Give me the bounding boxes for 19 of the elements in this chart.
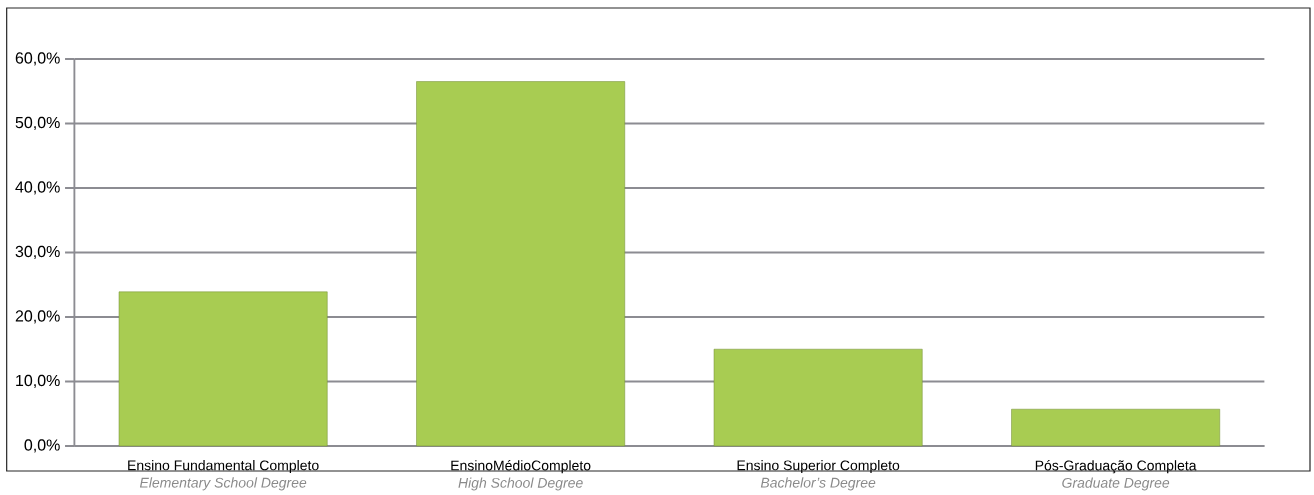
bar xyxy=(416,81,626,447)
y-tick-label: 10,0% xyxy=(16,374,60,389)
y-tick-label: 40,0% xyxy=(15,181,60,195)
x-tick-label: EnsinoMédioCompleto xyxy=(451,460,591,474)
x-tick-label: Ensino Superior Completo xyxy=(737,460,900,474)
text: Graduate Degree xyxy=(1062,477,1170,491)
y-tick-label: 60,0% xyxy=(15,52,60,66)
y-tick-label: 20,0% xyxy=(15,310,60,324)
text: High School Degree xyxy=(458,477,583,491)
bar xyxy=(1011,408,1221,447)
bar xyxy=(118,291,328,447)
y-tick-label: 30,0% xyxy=(15,245,60,260)
y-tick-label: 0,0% xyxy=(24,439,60,453)
text: Elementary School Degree xyxy=(139,477,307,491)
x-tick-label: Pós-Graduação Completa xyxy=(1035,460,1197,474)
x-tick-label: Ensino Fundamental Completo xyxy=(128,460,319,474)
text: Bachelor’s Degree xyxy=(760,477,876,491)
y-tick-label: 50,0% xyxy=(15,116,60,131)
bar xyxy=(713,348,923,447)
